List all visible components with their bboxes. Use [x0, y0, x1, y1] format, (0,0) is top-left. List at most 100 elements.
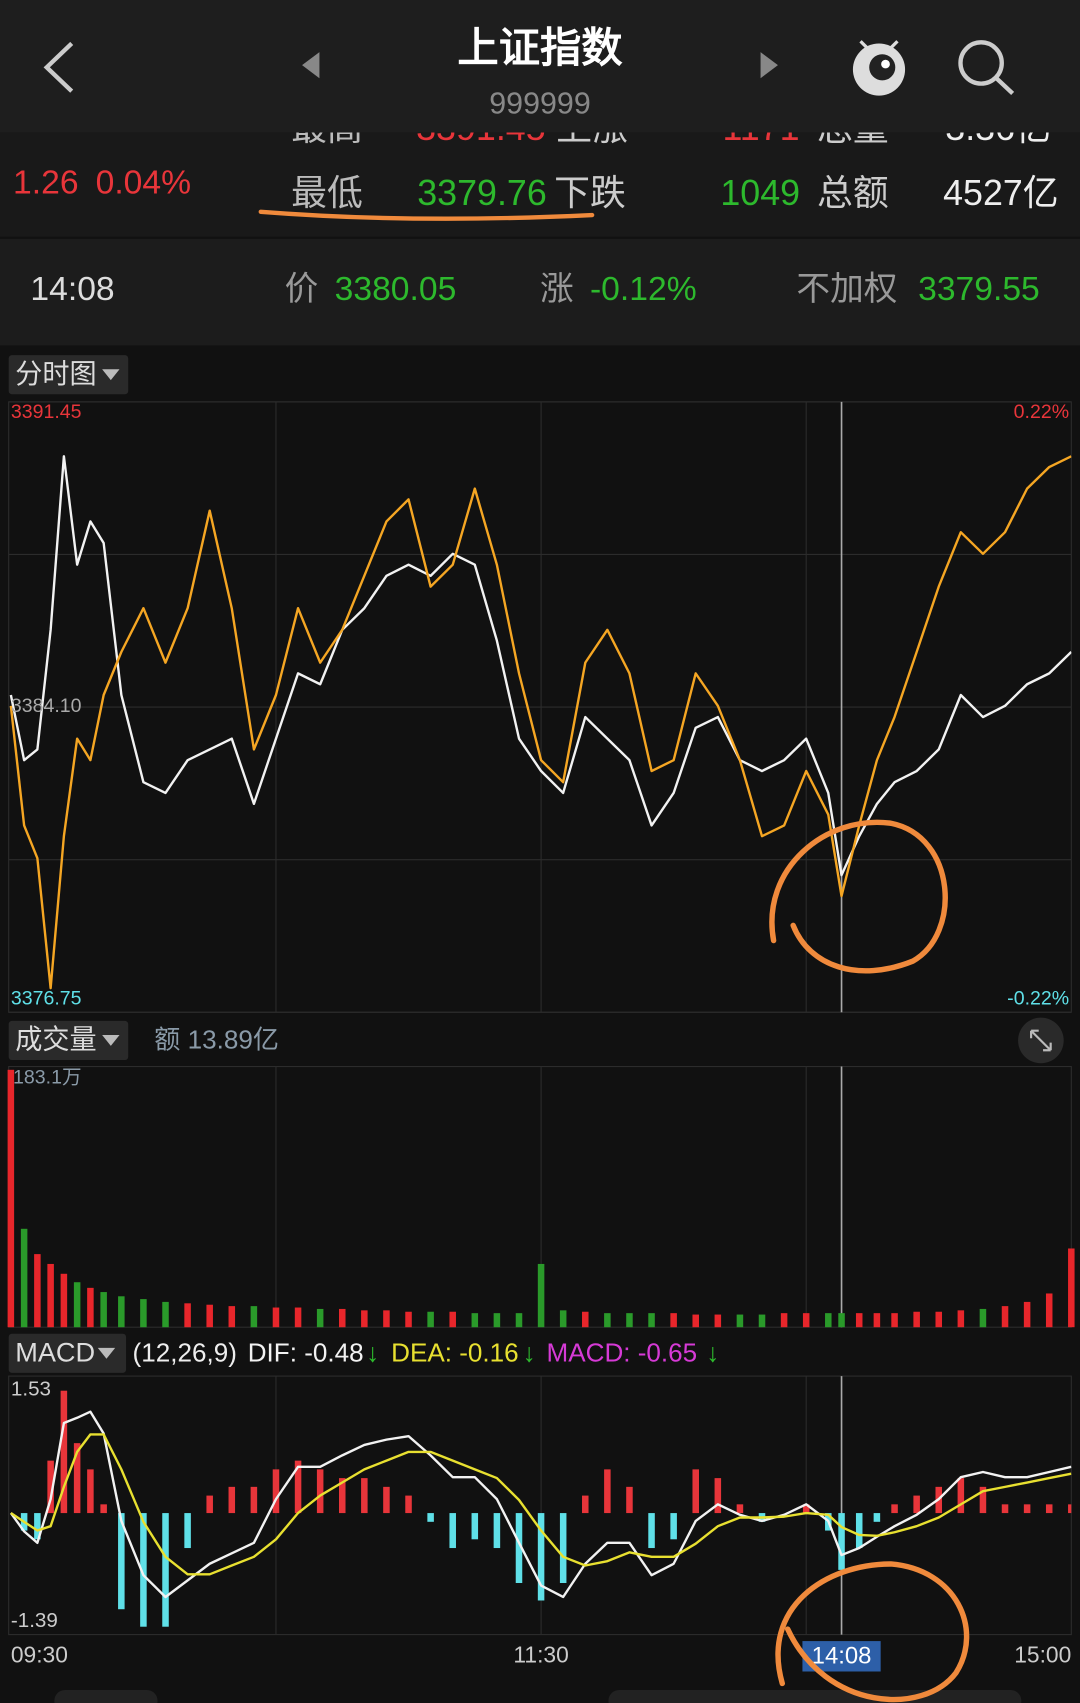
stat-label: 总额 [817, 173, 889, 213]
volume-bar [604, 1313, 611, 1328]
volume-bar [855, 1313, 863, 1328]
macd-bar [582, 1495, 589, 1514]
volume-bar [648, 1313, 655, 1328]
macd-bar [100, 1504, 107, 1514]
mascot-icon[interactable] [852, 40, 906, 96]
x-tick-label: 11:30 [513, 1641, 568, 1667]
y2-tick-label: -0.22% [1007, 987, 1069, 1009]
macd-bar [979, 1486, 987, 1514]
y-tick-label: 1.53 [11, 1378, 51, 1401]
macd-bar [34, 1513, 41, 1540]
macd-bar [118, 1513, 125, 1610]
annotation-circle [769, 819, 948, 974]
cursor-value: 3380.05 [335, 271, 457, 308]
volume-bar [34, 1254, 41, 1328]
volume-bar [100, 1292, 107, 1328]
bottom-tab[interactable] [54, 1689, 158, 1703]
macd-bar [559, 1513, 567, 1584]
macd-bar [913, 1495, 920, 1514]
charts: 3376.75 3384.10 3391.45 -0.22% 0.22% 183.1万 -1… [7, 401, 1075, 1672]
cursor-value: -0.12% [590, 271, 697, 308]
macd-bar [338, 1478, 346, 1514]
macd-bar [537, 1513, 545, 1601]
expand-button[interactable] [1018, 1017, 1064, 1064]
macd-bar [47, 1460, 54, 1514]
search-button[interactable] [958, 40, 1015, 95]
change: 1.26 [13, 165, 79, 202]
back-button[interactable] [43, 41, 74, 93]
button-label: 分时图 [15, 358, 96, 389]
volume-bar [228, 1306, 236, 1328]
macd-bar [427, 1513, 434, 1522]
x-tick-label: 15:00 [1014, 1641, 1071, 1667]
volume-bar [979, 1308, 987, 1328]
volume-bar [140, 1299, 147, 1328]
volume-bar [825, 1313, 832, 1328]
volume-button[interactable] [8, 1020, 129, 1061]
cursor-info: 14:08 价 3380.05 涨 -0.12% 不加权 3379.55 [30, 270, 1039, 308]
annotation-circle [775, 1561, 970, 1703]
volume-bar [47, 1263, 54, 1328]
macd-button[interactable] [8, 1333, 127, 1373]
macd-bar [361, 1478, 368, 1514]
volume-bar [1068, 1248, 1075, 1328]
bottom-tab[interactable] [608, 1689, 1022, 1703]
button-label: 成交量 [15, 1024, 96, 1055]
volume-bar [20, 1228, 28, 1328]
volume-bar [294, 1307, 302, 1328]
next-button[interactable] [760, 52, 778, 79]
volume-bar [493, 1313, 501, 1328]
macd-bar [73, 1443, 81, 1514]
line [10, 1433, 1072, 1576]
volume-bar [670, 1313, 677, 1328]
amount: 额 13.89亿 [154, 1024, 279, 1054]
macd-bar [405, 1495, 412, 1514]
volume-bar [383, 1310, 390, 1328]
volume-bar [1001, 1306, 1009, 1328]
volume-bar [758, 1314, 766, 1328]
cursor-label: 价 [285, 271, 319, 308]
volume-bar [582, 1311, 589, 1328]
volume-bar [1023, 1301, 1031, 1328]
title: 上证指数 [457, 25, 623, 71]
volume-bar [873, 1313, 881, 1328]
line [9, 455, 1072, 990]
volume-bar [692, 1314, 699, 1328]
macd-params: (12,26,9) [133, 1337, 237, 1367]
macd-bar [162, 1513, 169, 1627]
legend-entry: DEA: -0.16 [391, 1337, 519, 1367]
volume-bar [250, 1306, 258, 1328]
button-label: MACD [15, 1337, 95, 1368]
volume-bar [427, 1311, 434, 1328]
volume-bar [780, 1313, 788, 1328]
cursor-label: 涨 [540, 271, 574, 308]
volume-bar [891, 1313, 898, 1328]
macd-bar [1023, 1504, 1031, 1514]
volume-bar [957, 1310, 965, 1328]
macd-bar [449, 1513, 456, 1549]
volume-bar [361, 1310, 368, 1328]
macd-bar [1001, 1504, 1009, 1514]
legend-entry: MACD: -0.65 [547, 1337, 698, 1367]
prev-button[interactable] [302, 52, 320, 79]
chart-button[interactable] [8, 355, 129, 395]
stats-panel [0, 132, 1080, 237]
y-tick-label: 3391.45 [11, 401, 82, 423]
volume-bar [272, 1307, 280, 1328]
legend-arrow: ↓ [366, 1337, 379, 1367]
macd-bar [626, 1486, 633, 1514]
macd-bar [250, 1486, 258, 1514]
macd-bar [1045, 1504, 1053, 1514]
stat-value: 3379.76 [417, 173, 547, 213]
y-tick-label: 3384.10 [11, 695, 82, 717]
volume-bar [537, 1263, 545, 1328]
volume-bar [1045, 1293, 1053, 1328]
volume-bar [7, 1069, 15, 1328]
volume-bar [118, 1296, 125, 1328]
macd-bar [60, 1390, 68, 1514]
volume-bar [338, 1308, 346, 1328]
macd-bar [493, 1513, 501, 1549]
macd-bar [855, 1513, 863, 1549]
macd-bar [316, 1469, 324, 1514]
